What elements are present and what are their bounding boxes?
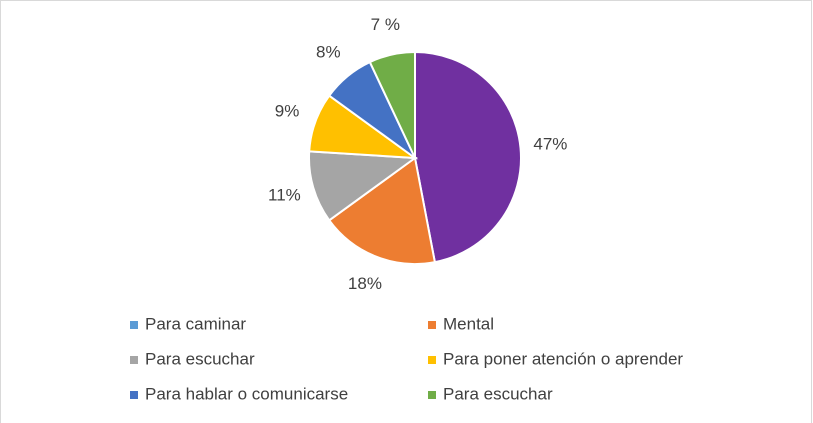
pie-slice [414,50,522,264]
data-label: 7 % [371,15,400,34]
legend-marker [130,391,138,399]
legend-label: Para escuchar [145,349,255,368]
data-label: 47% [533,135,567,154]
legend-marker [428,321,436,329]
legend-label: Para caminar [145,314,246,333]
pie-slice [368,50,416,159]
legend-marker [130,321,138,329]
legend-label: Para poner atención o aprender [443,349,683,368]
data-label: 8% [316,43,341,62]
legend-label: Para hablar o comunicarse [145,384,348,403]
legend-marker [130,356,138,364]
pie-slice [308,150,418,222]
legend-marker [428,391,436,399]
pie-slice [327,156,437,265]
data-label: 9% [275,101,300,120]
data-label: 18% [348,274,382,293]
legend-label: Para escuchar [443,384,553,403]
legend-label: Mental [443,314,494,333]
legend-marker [428,356,436,364]
data-label: 11% [268,185,301,204]
